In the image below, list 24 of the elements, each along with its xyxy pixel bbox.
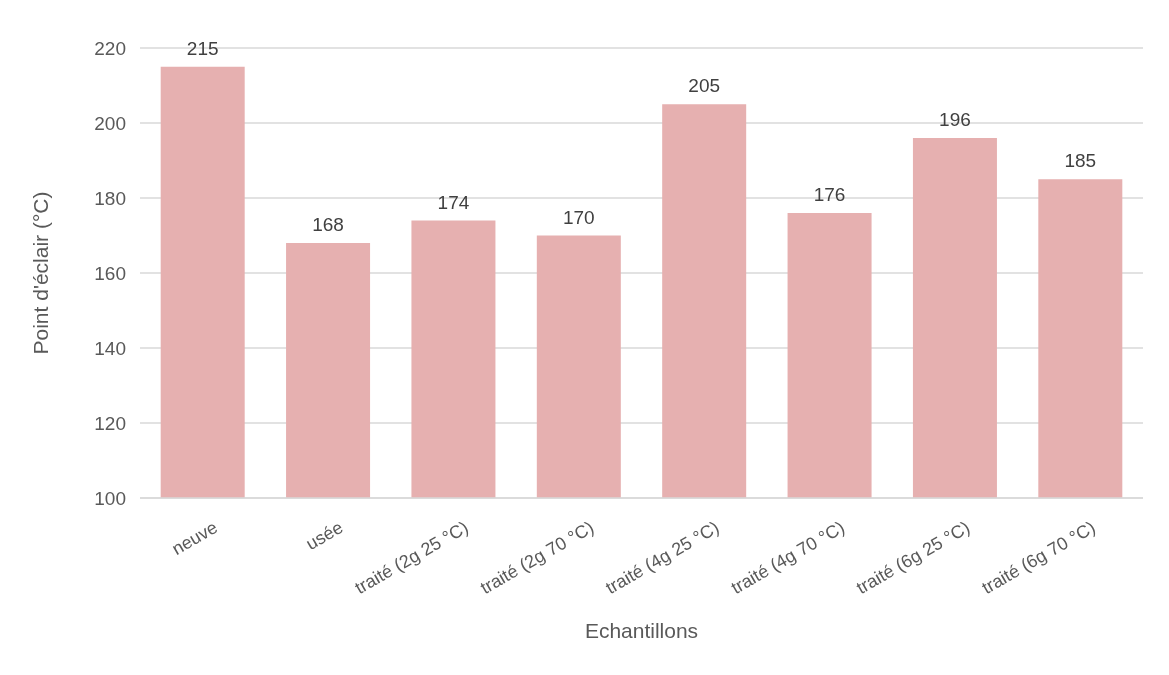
x-tick-label: traité (4g 70 °C) bbox=[727, 517, 848, 598]
x-tick-label: traité (4g 25 °C) bbox=[602, 517, 723, 598]
data-label: 196 bbox=[939, 109, 971, 130]
data-label: 215 bbox=[186, 37, 219, 59]
x-tick-label: traité (6g 70 °C) bbox=[978, 517, 1099, 598]
y-tick-label: 180 bbox=[94, 187, 126, 209]
data-label: 205 bbox=[688, 75, 721, 97]
y-tick-label: 220 bbox=[94, 37, 126, 59]
y-tick-label: 140 bbox=[94, 337, 126, 359]
data-label: 176 bbox=[813, 184, 846, 205]
y-tick-label: 160 bbox=[94, 262, 126, 284]
x-tick-label: traité (2g 25 °C) bbox=[351, 517, 472, 598]
y-axis-title: Point d'éclair (°C) bbox=[29, 191, 52, 355]
x-tick-label: traité (2g 70 °C) bbox=[476, 517, 598, 598]
x-axis-title: Echantillons bbox=[584, 619, 699, 642]
y-tick-label: 120 bbox=[94, 412, 126, 434]
y-tick-label: 100 bbox=[94, 487, 126, 509]
data-label: 170 bbox=[562, 206, 595, 228]
data-label: 168 bbox=[312, 214, 344, 235]
x-tick-label: usée bbox=[302, 517, 347, 554]
y-tick-label: 200 bbox=[94, 112, 126, 134]
x-tick-label: traité (6g 25 °C) bbox=[853, 517, 974, 598]
data-label: 185 bbox=[1064, 150, 1097, 172]
data-label: 174 bbox=[437, 191, 470, 213]
